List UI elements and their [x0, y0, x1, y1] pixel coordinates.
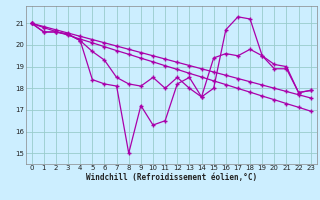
X-axis label: Windchill (Refroidissement éolien,°C): Windchill (Refroidissement éolien,°C) — [86, 173, 257, 182]
